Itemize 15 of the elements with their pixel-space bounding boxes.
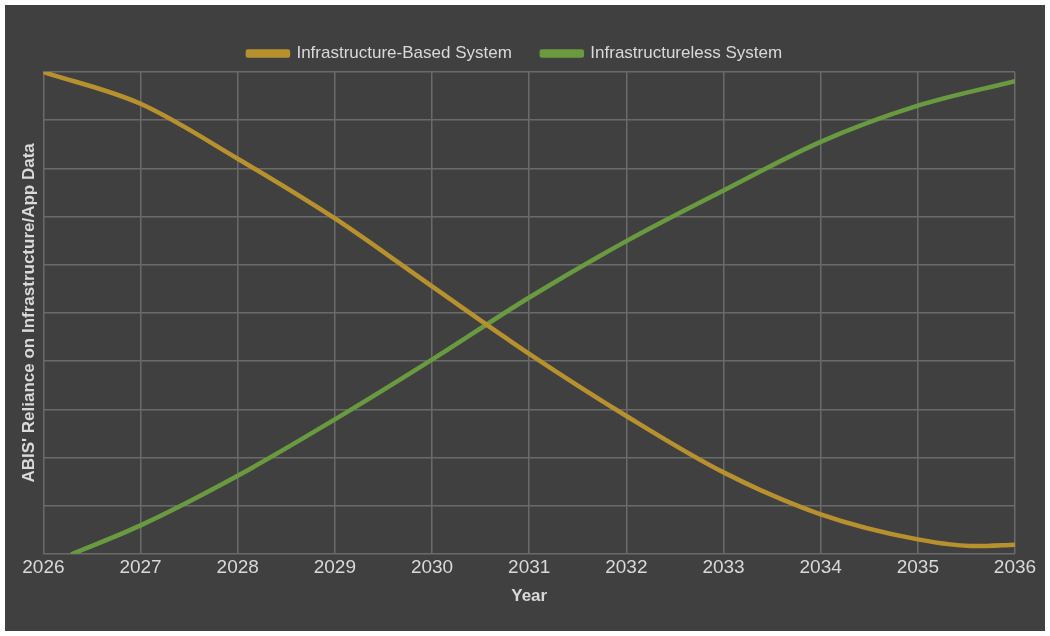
legend-label: Infrastructureless System [590, 43, 783, 63]
x-tick-label: 2035 [896, 556, 939, 578]
x-tick-label: 2032 [605, 556, 648, 578]
x-tick-label: 2031 [508, 556, 551, 578]
x-tick-label: 2034 [799, 556, 843, 578]
x-tick-label: 2029 [313, 556, 357, 578]
y-axis-title: ABIS' Reliance on Infrastructure/App Data [18, 142, 38, 483]
x-tick-label: 2036 [993, 556, 1037, 578]
x-tick-label: 2026 [22, 556, 65, 578]
x-axis-title: Year [511, 586, 548, 606]
x-tick-label: 2033 [702, 556, 745, 578]
x-tick-label: 2028 [216, 556, 259, 578]
legend-label: Infrastructure-Based System [296, 43, 512, 63]
x-tick-label: 2030 [410, 556, 454, 578]
x-tick-label: 2027 [119, 556, 162, 578]
